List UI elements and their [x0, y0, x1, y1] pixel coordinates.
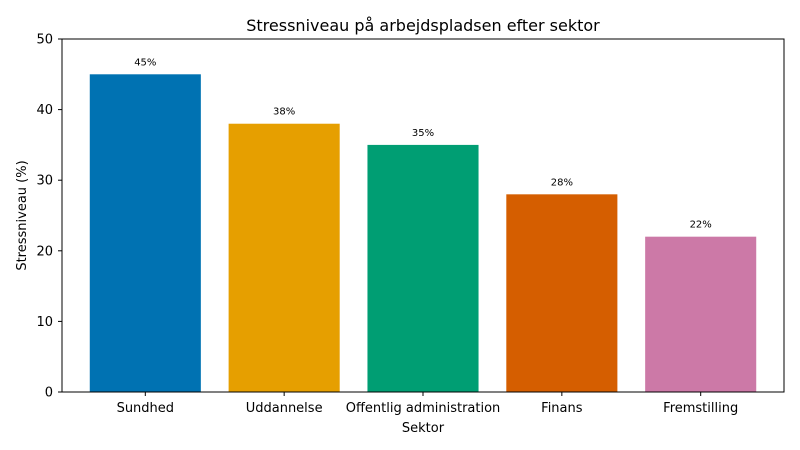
bar-sundhed: [89, 74, 201, 393]
y-tick-label: 10: [36, 315, 53, 330]
y-tick-label: 20: [36, 244, 53, 259]
x-tick-label: Fremstilling: [663, 401, 738, 416]
y-tick-label: 50: [36, 33, 53, 48]
data-labels-group: 45% 38% 35% 28% 22%: [134, 57, 712, 230]
x-axis: Sundhed Uddannelse Offentlig administratio…: [117, 392, 738, 416]
bar-finans: [506, 194, 618, 392]
x-tick-label: Uddannelse: [246, 401, 323, 416]
x-tick-label: Sundhed: [117, 401, 174, 416]
chart-title: Stressniveau på arbejdspladsen efter sek…: [246, 16, 600, 35]
bars-group: [89, 74, 757, 393]
x-tick-label: Finans: [541, 401, 583, 416]
y-axis: 0 10 20 30 40 50: [36, 33, 62, 401]
data-label: 28%: [551, 177, 573, 188]
data-label: 38%: [273, 107, 295, 118]
y-axis-label: Stressniveau (%): [15, 160, 30, 270]
x-tick-label: Offentlig administration: [346, 401, 501, 416]
y-tick-label: 0: [45, 386, 53, 401]
plot-frame: [61, 38, 785, 393]
data-label: 45%: [134, 57, 156, 68]
y-tick-label: 40: [36, 103, 53, 118]
data-label: 35%: [412, 128, 434, 139]
data-label: 22%: [690, 220, 712, 231]
y-tick-label: 30: [36, 174, 53, 189]
bar-uddannelse: [228, 123, 340, 392]
bar-fremstilling: [645, 236, 757, 392]
x-axis-label: Sektor: [402, 421, 445, 436]
bar-offentlig-administration: [367, 144, 479, 392]
